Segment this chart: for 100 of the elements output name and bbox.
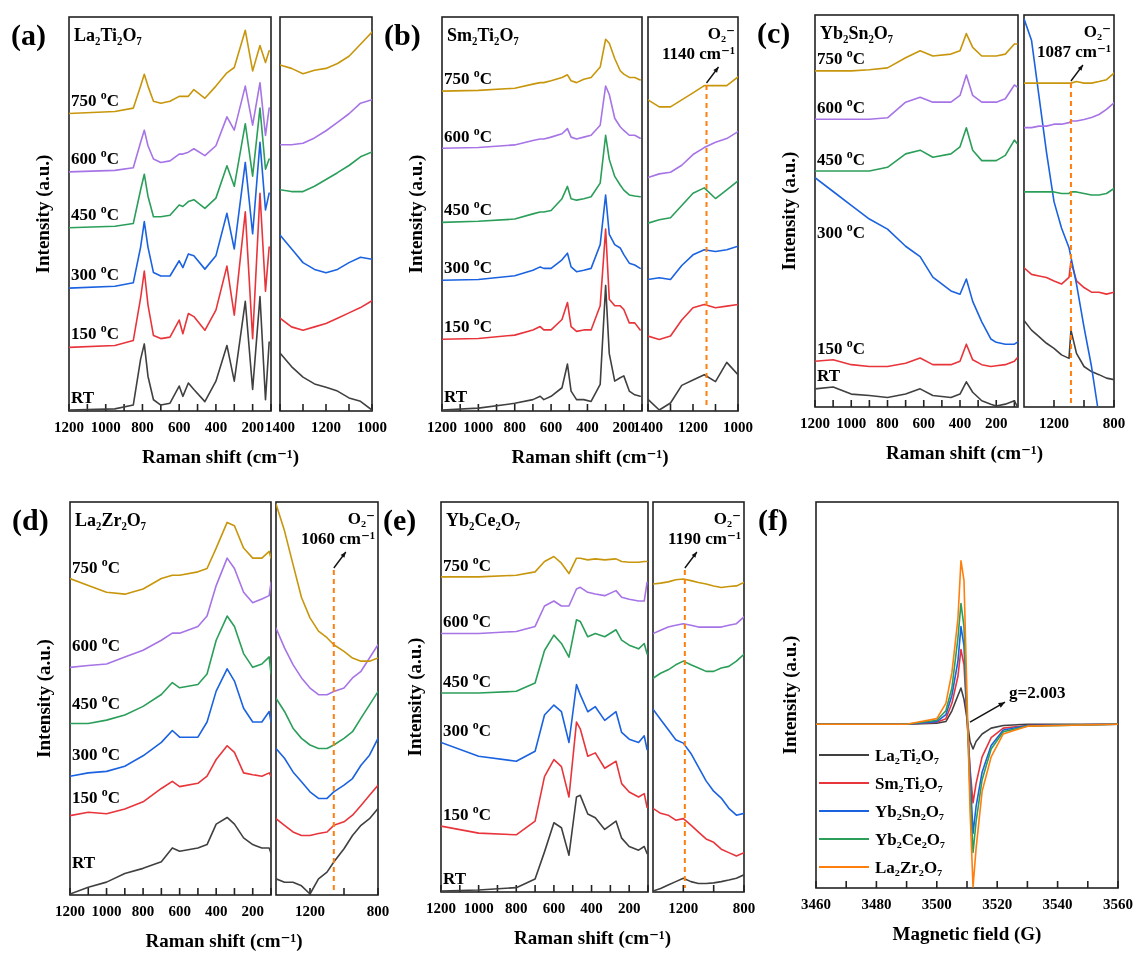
y-axis-title: Intensity (a.u.) — [33, 639, 55, 758]
x-tick-label: 800 — [131, 419, 154, 435]
series-label: 450 $^{o}$C — [71, 202, 119, 225]
series-label: 150 $^{o}$C — [71, 321, 119, 344]
x-axis-title: Raman shift (cm⁻¹) — [513, 927, 672, 949]
series-label: 450 $^{o}$C — [444, 197, 492, 220]
series-label: 750 $^{o}$C — [444, 66, 492, 89]
x-tick-label: 800 — [503, 419, 526, 435]
chart-title: (b) — [384, 18, 421, 52]
series-label: 600 $^{o}$C — [72, 632, 120, 655]
y-axis-title: Intensity (a.u.) — [778, 151, 800, 271]
x-tick-label: 3500 — [921, 896, 952, 912]
x-tick-label: 3460 — [801, 896, 831, 912]
x-axis-title: Raman shift (cm⁻¹) — [141, 446, 300, 468]
x-tick-label: 1200 — [311, 419, 341, 435]
legend-label: Yb₂Sn₂O₇ — [875, 802, 945, 821]
text: O₂⁻ — [707, 24, 735, 43]
chart-subtitle: Yb₂Sn₂O₇ — [820, 23, 894, 43]
chart-subtitle: Yb₂Ce₂O₇ — [446, 510, 521, 530]
series-label: 600 $^{o}$C — [443, 609, 491, 632]
legend-label: Yb₂Ce₂O₇ — [875, 830, 946, 849]
x-tick-label: 1000 — [91, 903, 122, 919]
x-tick-label: 400 — [204, 903, 228, 919]
series-label: 150 $^{o}$C — [444, 314, 492, 337]
series-label: 300 $^{o}$C — [72, 742, 120, 765]
x-tick-label: 600 — [542, 900, 566, 916]
text: O₂⁻ — [713, 509, 741, 528]
x-tick-label: 800 — [1102, 415, 1126, 431]
legend-label: La₂Ti₂O₇ — [875, 746, 940, 765]
annotation: 1087 cm⁻¹ — [1036, 42, 1111, 61]
x-tick-label: 800 — [505, 900, 528, 916]
series-label: 450 $^{o}$C — [72, 690, 120, 713]
chart-subtitle: La₂Ti₂O₇ — [74, 25, 142, 45]
x-tick-label: 400 — [204, 419, 228, 435]
series-label: 150 $^{o}$C — [817, 335, 865, 358]
text: 1190 cm⁻¹ — [667, 529, 741, 548]
x-tick-label: 1200 — [427, 419, 457, 435]
x-tick-label: 1200 — [1039, 415, 1069, 431]
x-tick-label: 800 — [876, 415, 899, 431]
x-tick-label: 1000 — [836, 415, 867, 431]
x-tick-label: 1200 — [668, 900, 699, 916]
legend-label: La₂Zr₂O₇ — [875, 858, 943, 877]
x-tick-label: 1400 — [265, 419, 295, 435]
x-tick-label: 1200 — [55, 903, 85, 919]
y-axis-title: Intensity (a.u.) — [404, 637, 426, 757]
series-label: RT — [444, 387, 468, 407]
x-tick-label: 3520 — [982, 896, 1013, 912]
x-tick-label: 1400 — [633, 419, 663, 435]
x-tick-label: 200 — [241, 903, 264, 919]
x-tick-label: 1000 — [723, 419, 753, 435]
chart-subtitle: La₂Zr₂O₇ — [75, 510, 147, 530]
x-tick-label: 200 — [612, 419, 636, 435]
x-axis-title: Raman shift (cm⁻¹) — [885, 442, 1044, 464]
x-tick-label: 200 — [985, 415, 1008, 431]
x-tick-label: 400 — [580, 900, 603, 916]
x-tick-label: 1200 — [426, 900, 456, 916]
x-tick-label: 3560 — [1103, 896, 1133, 912]
chart-title: (c) — [757, 16, 791, 50]
x-tick-label: 600 — [167, 419, 191, 435]
x-tick-label: 3540 — [1042, 896, 1073, 912]
x-tick-label: 400 — [576, 419, 599, 435]
series-label: RT — [443, 869, 467, 888]
series-label: RT — [817, 366, 841, 386]
y-axis-title: Intensity (a.u.) — [32, 154, 54, 274]
x-tick-label: 800 — [131, 903, 155, 919]
x-tick-label: 600 — [912, 415, 935, 431]
x-tick-label: 400 — [948, 415, 972, 431]
series-label: 300 $^{o}$C — [817, 220, 865, 243]
x-tick-label: 1200 — [678, 419, 708, 435]
text: 1140 cm⁻¹ — [661, 44, 735, 63]
series-label: 750 $^{o}$C — [443, 552, 491, 575]
x-tick-label: 1000 — [463, 419, 494, 435]
chart-title: (a) — [11, 18, 46, 52]
x-tick-label: 1200 — [800, 415, 830, 431]
chart-subtitle: Sm₂Ti₂O₇ — [447, 25, 519, 45]
x-tick-label: 1000 — [463, 900, 494, 916]
x-tick-label: 600 — [539, 419, 563, 435]
annotation: O₂⁻ — [1083, 22, 1111, 41]
x-axis-title: Magnetic field (G) — [892, 923, 1042, 945]
series-label: 750 $^{o}$C — [71, 87, 119, 110]
x-tick-label: 200 — [617, 900, 641, 916]
series-label: 150 $^{o}$C — [443, 802, 491, 825]
series-label: 300 $^{o}$C — [443, 718, 491, 741]
series-label: RT — [71, 387, 95, 407]
annotation: O₂⁻ — [347, 509, 375, 528]
chart-title: (d) — [12, 503, 49, 537]
chart-title: (e) — [383, 503, 417, 537]
x-axis-title: Raman shift (cm⁻¹) — [511, 446, 669, 468]
y-axis-title: Intensity (a.u.) — [779, 635, 801, 755]
x-tick-label: 800 — [366, 903, 390, 919]
series-label: 600 $^{o}$C — [444, 123, 492, 146]
legend-label: Sm₂Ti₂O₇ — [875, 774, 943, 793]
x-tick-label: 600 — [168, 903, 191, 919]
series-label: RT — [72, 852, 96, 872]
chart-title: (f) — [758, 503, 788, 537]
series-label: 600 $^{o}$C — [71, 146, 119, 169]
series-label: 300 $^{o}$C — [444, 255, 492, 278]
x-tick-label: 1000 — [357, 419, 387, 435]
x-tick-label: 1200 — [295, 903, 325, 919]
annotation: 1060 cm⁻¹ — [300, 529, 375, 548]
